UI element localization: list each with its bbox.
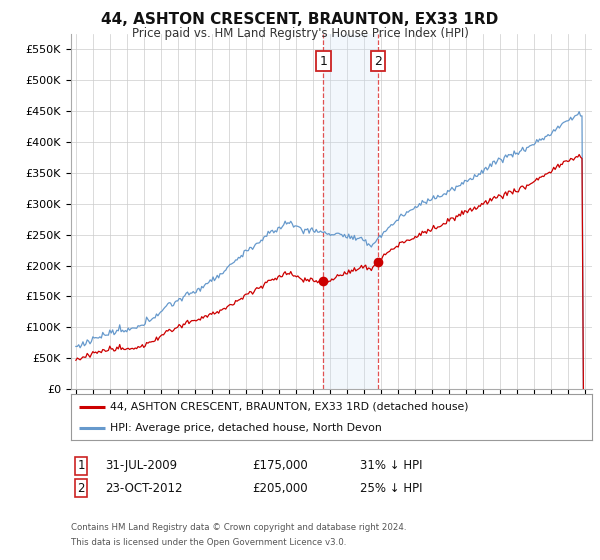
Text: 2: 2 bbox=[77, 482, 85, 495]
Text: 25% ↓ HPI: 25% ↓ HPI bbox=[360, 482, 422, 495]
Text: £175,000: £175,000 bbox=[252, 459, 308, 473]
Text: Contains HM Land Registry data © Crown copyright and database right 2024.: Contains HM Land Registry data © Crown c… bbox=[71, 523, 406, 532]
Bar bbox=[323, 34, 378, 389]
Text: £205,000: £205,000 bbox=[252, 482, 308, 495]
Text: 44, ASHTON CRESCENT, BRAUNTON, EX33 1RD: 44, ASHTON CRESCENT, BRAUNTON, EX33 1RD bbox=[101, 12, 499, 27]
Text: This data is licensed under the Open Government Licence v3.0.: This data is licensed under the Open Gov… bbox=[71, 538, 346, 547]
Text: 31-JUL-2009: 31-JUL-2009 bbox=[105, 459, 177, 473]
Text: 1: 1 bbox=[319, 55, 327, 68]
Text: 1: 1 bbox=[77, 459, 85, 473]
Text: 2: 2 bbox=[374, 55, 382, 68]
Text: HPI: Average price, detached house, North Devon: HPI: Average price, detached house, Nort… bbox=[110, 423, 382, 433]
Text: 31% ↓ HPI: 31% ↓ HPI bbox=[360, 459, 422, 473]
Text: 23-OCT-2012: 23-OCT-2012 bbox=[105, 482, 182, 495]
Text: 44, ASHTON CRESCENT, BRAUNTON, EX33 1RD (detached house): 44, ASHTON CRESCENT, BRAUNTON, EX33 1RD … bbox=[110, 402, 469, 412]
Text: Price paid vs. HM Land Registry's House Price Index (HPI): Price paid vs. HM Land Registry's House … bbox=[131, 27, 469, 40]
